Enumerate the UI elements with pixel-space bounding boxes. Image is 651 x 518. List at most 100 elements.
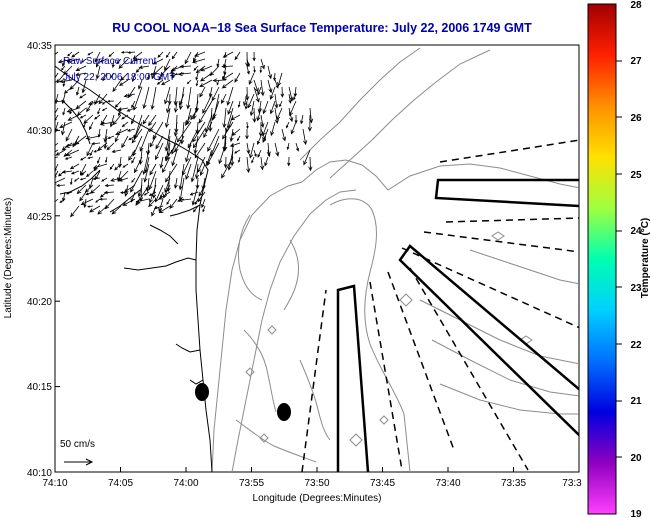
current-vector [192, 128, 206, 149]
current-vector [109, 114, 115, 128]
current-vector [177, 71, 192, 77]
colorbar-tick-marks [616, 60, 622, 458]
current-vector [222, 121, 234, 140]
current-vector [93, 114, 101, 120]
current-vector [102, 72, 108, 82]
current-vector [173, 121, 178, 137]
dashed-line [387, 271, 455, 451]
current-vector [216, 58, 220, 68]
current-vector [69, 177, 73, 186]
colorbar [587, 3, 617, 515]
colorbar-tick-label: 25 [630, 170, 642, 181]
current-vector [80, 198, 94, 205]
current-vector [55, 114, 59, 121]
current-vector [114, 163, 122, 171]
contour-line [259, 433, 269, 443]
annotation-line2: July 22, 2006 18:00 GMT [63, 72, 175, 83]
current-vector [234, 72, 241, 83]
current-vector [61, 170, 73, 174]
current-vector [89, 121, 94, 131]
x-axis-label: Longitude (Degrees:Minutes) [253, 493, 382, 504]
current-vector [59, 121, 73, 128]
current-vector [120, 51, 129, 54]
current-vector [194, 142, 206, 159]
colorbar-tick-label: 23 [630, 283, 642, 294]
x-tick-label: 73:3 [562, 478, 582, 489]
current-vector [55, 79, 59, 84]
current-vector [156, 79, 164, 85]
current-vector [236, 135, 241, 142]
dashed-line [409, 267, 529, 471]
current-vector [206, 142, 220, 167]
current-vector [190, 107, 199, 121]
colorbar-tick-label: 27 [630, 56, 642, 67]
current-vector [185, 163, 192, 180]
current-vector [135, 198, 150, 204]
current-vector [237, 100, 241, 108]
current-vector [106, 142, 115, 151]
current-vector [79, 93, 87, 99]
current-vector [83, 114, 94, 124]
current-vector [65, 128, 73, 142]
current-vector [260, 156, 265, 171]
y-tick-label: 40:15 [27, 382, 52, 393]
current-vector [244, 100, 248, 110]
contour-line [299, 47, 421, 161]
current-vector [93, 149, 101, 153]
current-vector [73, 177, 80, 182]
x-tick-label: 73:50 [304, 478, 329, 489]
current-vector [111, 149, 122, 153]
scale-label: 50 cm/s [60, 439, 95, 450]
current-vector [249, 100, 255, 117]
current-vector [260, 58, 265, 70]
current-vector [55, 149, 59, 153]
dashed-line [445, 217, 579, 223]
y-tick-labels: 40:35 40:30 40:25 40:20 40:15 40:10 [27, 41, 52, 479]
colorbar-tick-label: 21 [630, 396, 642, 407]
current-vector [173, 100, 179, 113]
current-vector [123, 93, 136, 98]
current-vector [59, 198, 66, 203]
current-vector [101, 177, 108, 182]
current-vector [149, 163, 157, 176]
current-vector [79, 114, 87, 119]
current-vector [246, 121, 249, 130]
current-vector [62, 58, 66, 67]
current-vector [150, 72, 157, 76]
current-vector [247, 93, 255, 109]
current-vector [281, 128, 287, 142]
current-vector [127, 86, 136, 99]
current-vector [189, 191, 199, 196]
current-vector [307, 114, 312, 132]
current-vector [164, 58, 171, 72]
current-vector [202, 93, 213, 114]
current-vector [158, 198, 164, 213]
current-vector [96, 58, 101, 68]
current-vector [276, 107, 283, 121]
current-vector [115, 128, 129, 135]
current-vector [293, 93, 297, 101]
current-vector [117, 170, 122, 182]
current-vector [164, 142, 178, 161]
current-vector [67, 114, 80, 121]
current-vector [208, 107, 213, 133]
bathymetry-contours [211, 47, 579, 472]
current-vector [55, 128, 59, 131]
current-vector [169, 72, 185, 78]
contour-line [237, 214, 263, 301]
contour-line [469, 249, 579, 285]
colorbar-tick-label: 19 [630, 509, 642, 518]
current-vector [153, 205, 164, 210]
contour-line [399, 293, 413, 307]
current-vector [287, 156, 291, 167]
contour-line [419, 299, 579, 365]
current-vector [85, 135, 101, 140]
contour-line [329, 49, 491, 179]
colorbar-tick-label: 22 [630, 340, 642, 351]
transect-box-diagonal [398, 244, 579, 437]
current-vector [169, 198, 178, 210]
current-vector [107, 99, 115, 103]
coastline-inlet [123, 257, 197, 271]
current-vector [83, 121, 87, 129]
current-vector [288, 93, 292, 104]
